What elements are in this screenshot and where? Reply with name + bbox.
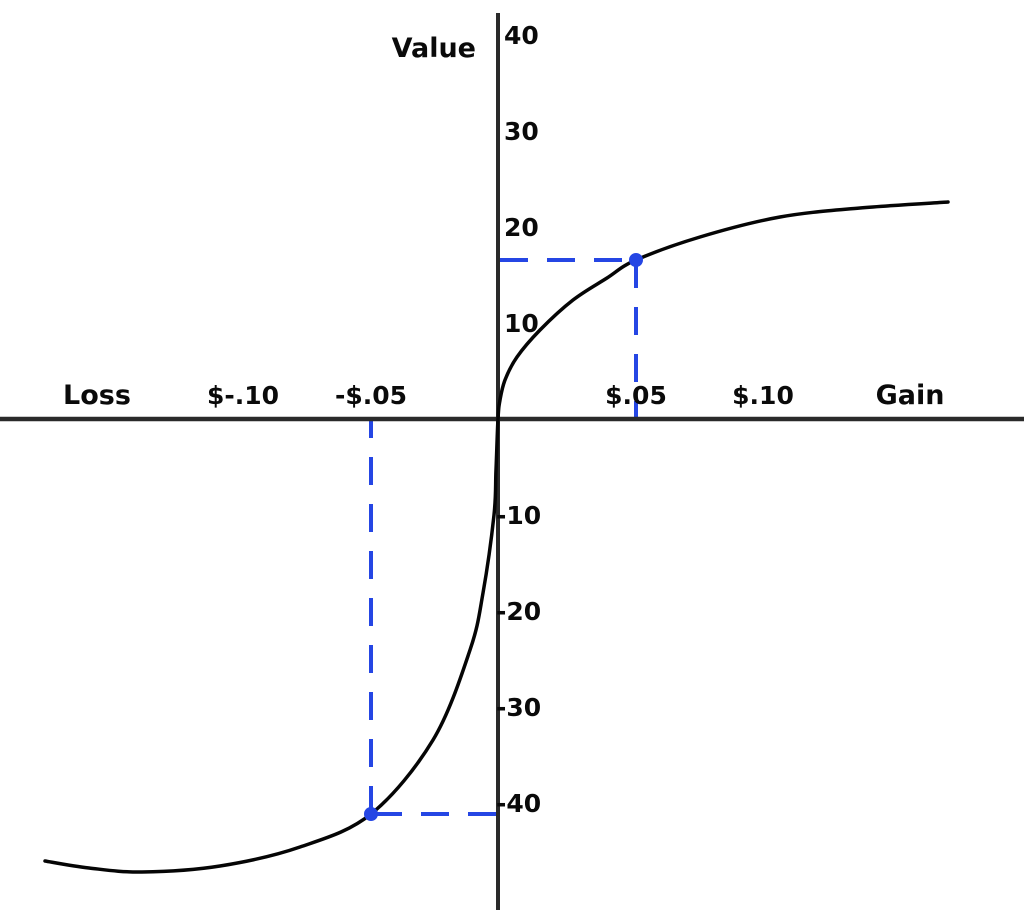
y-tick-label: -40 [496,789,541,818]
y-tick-label: 30 [504,117,539,146]
x-tick-label: $.05 [605,381,667,410]
annotation-points [364,253,643,821]
annotation-guides [369,258,638,816]
y-tick-label: -10 [496,501,541,530]
x-tick-label: $.10 [732,381,794,410]
y-tick-label: 20 [504,213,539,242]
x-tick-label: $-.10 [207,381,279,410]
x-axis-label-gain: Gain [876,380,945,411]
y-tick-label: 10 [504,309,539,338]
y-tick-label: -20 [496,597,541,626]
x-axis-label-loss: Loss [63,380,131,411]
y-tick-label: -30 [496,693,541,722]
data-point-dot [629,253,643,267]
x-tick-label: -$.05 [335,381,407,410]
y-axis-title: Value [392,33,476,64]
x-tick-labels: $-.10 -$.05 $.05 $.10 [207,381,794,410]
y-tick-label: 40 [504,21,539,50]
data-point-dot [364,807,378,821]
y-tick-labels: 40 30 20 10 -10 -20 -30 -40 [496,21,541,818]
value-function-curve [43,200,950,874]
